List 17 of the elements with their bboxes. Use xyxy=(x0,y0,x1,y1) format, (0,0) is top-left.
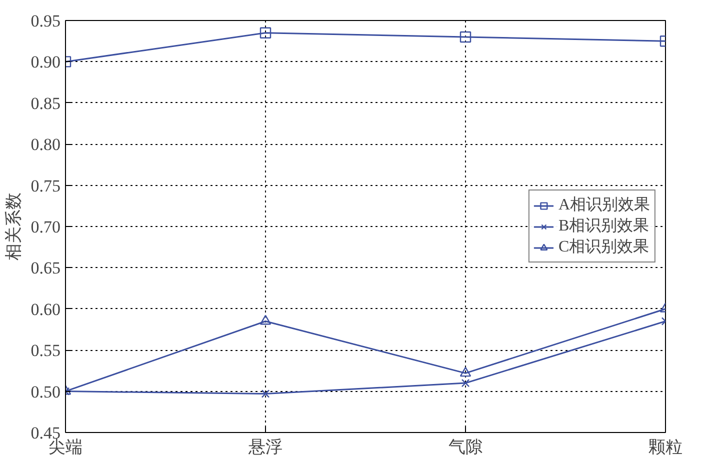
y-tick-label: 0.75 xyxy=(30,176,60,196)
y-tick-label: 0.80 xyxy=(30,135,60,154)
legend-label: B相识别效果 xyxy=(558,216,650,236)
x-tick-label: 悬浮 xyxy=(248,438,282,456)
legend-label: A相识别效果 xyxy=(558,195,650,216)
y-tick-label: 0.90 xyxy=(30,52,60,72)
x-tick-label: 颗粒 xyxy=(648,438,682,456)
legend-label: C相识别效果 xyxy=(558,237,650,258)
y-tick-label: 0.70 xyxy=(30,218,60,236)
y-tick-label: 0.60 xyxy=(30,300,60,319)
y-tick-label: 0.95 xyxy=(30,12,60,30)
y-tick-label: 0.65 xyxy=(30,258,60,278)
y-tick-label: 0.50 xyxy=(30,382,60,402)
y-tick-label: 0.85 xyxy=(30,94,60,113)
y-axis-title: 相关系数 xyxy=(4,192,23,260)
x-tick-label: 气隙 xyxy=(448,438,482,456)
y-tick-label: 0.55 xyxy=(30,341,60,360)
